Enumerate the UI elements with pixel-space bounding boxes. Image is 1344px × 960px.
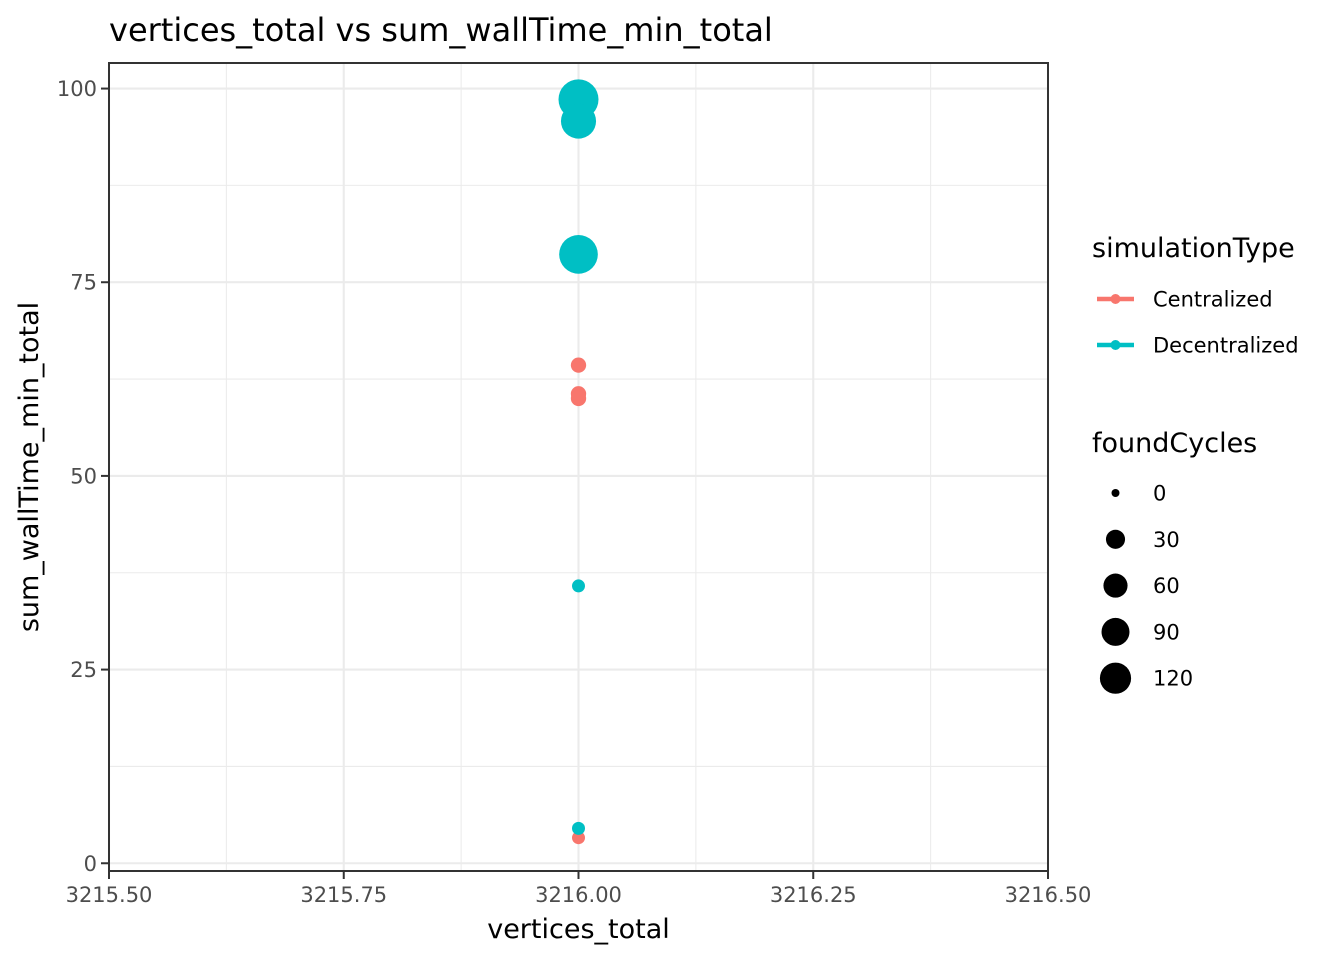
y-tick-label: 50 [70, 464, 97, 488]
legend-color-label: Centralized [1153, 288, 1273, 312]
legend-simulation-type: simulationType Centralized Decentralized [1092, 233, 1299, 358]
x-tick-label: 3215.75 [300, 883, 387, 907]
legend-size-label: 120 [1153, 667, 1193, 691]
x-axis-title: vertices_total [487, 914, 670, 945]
data-point [571, 821, 586, 835]
x-tick-label: 3216.50 [1005, 883, 1092, 907]
y-axis: 0 25 50 75 100 [57, 77, 109, 876]
data-point [560, 103, 597, 139]
legend-size-key-dot [1099, 662, 1132, 694]
data-point [559, 235, 598, 274]
y-axis-title: sum_wallTime_min_total [14, 302, 45, 632]
data-points [558, 79, 599, 845]
y-tick-label: 25 [70, 658, 97, 682]
chart-title: vertices_total vs sum_wallTime_min_total [109, 11, 773, 49]
x-tick-label: 3216.00 [535, 883, 622, 907]
legend-size-label: 0 [1153, 482, 1166, 506]
legend-size-key-dot [1101, 617, 1130, 646]
data-point [570, 390, 587, 407]
legend-size-label: 90 [1153, 620, 1180, 644]
legend-color-title: simulationType [1092, 233, 1295, 264]
data-point [571, 831, 586, 845]
legend-color-key-dot [1110, 294, 1121, 304]
legend-size-label: 60 [1153, 574, 1180, 598]
data-point [571, 579, 586, 593]
legend-color-label: Decentralized [1153, 334, 1299, 358]
y-tick-label: 75 [70, 271, 97, 295]
y-tick-label: 100 [57, 77, 97, 101]
x-axis: 3215.50 3215.75 3216.00 3216.25 3216.50 [66, 871, 1092, 907]
legend-size-key-dot [1103, 573, 1128, 598]
x-tick-label: 3215.50 [66, 883, 153, 907]
legend-size-title: foundCycles [1092, 428, 1257, 459]
y-tick-label: 0 [84, 852, 97, 876]
legend-color-key-dot [1110, 340, 1121, 350]
legend-size-key-dot [1105, 529, 1126, 549]
legend-size-label: 30 [1153, 528, 1180, 552]
plot-grid [107, 63, 1050, 871]
legend-size-key-dot [1111, 489, 1120, 497]
data-point [570, 357, 587, 373]
legend-found-cycles: foundCycles 0 30 60 90 120 [1092, 428, 1257, 694]
x-tick-label: 3216.25 [770, 883, 857, 907]
